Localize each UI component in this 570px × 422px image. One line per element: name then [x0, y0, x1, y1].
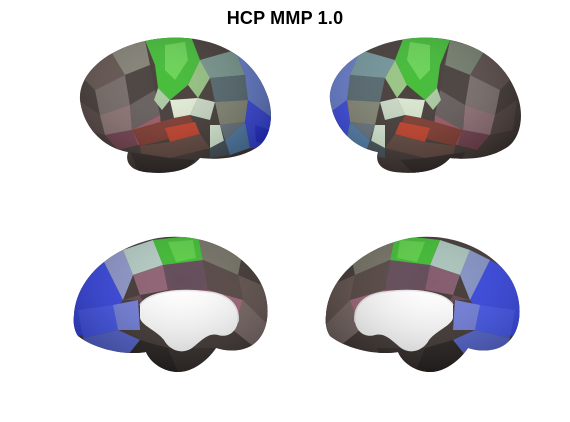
- right-hemisphere-lateral-view: [329, 37, 521, 173]
- right-hemisphere-medial-view: [325, 236, 520, 372]
- left-hemisphere-lateral-view: [79, 37, 271, 173]
- left-hemisphere-medial-view: [73, 236, 268, 372]
- figure-title: HCP MMP 1.0: [226, 8, 344, 28]
